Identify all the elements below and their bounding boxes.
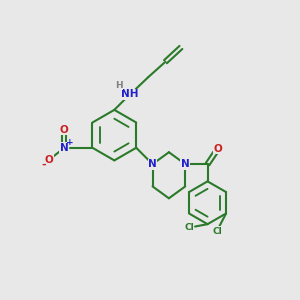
Text: H: H: [115, 81, 122, 90]
Text: O: O: [60, 125, 69, 135]
Text: -: -: [42, 160, 46, 170]
Text: N: N: [148, 159, 157, 169]
Text: N: N: [181, 159, 190, 169]
Text: Cl: Cl: [213, 227, 223, 236]
Text: N: N: [60, 143, 69, 153]
Text: Cl: Cl: [184, 223, 194, 232]
Text: +: +: [66, 138, 74, 147]
Text: O: O: [45, 155, 54, 165]
Text: N: N: [148, 159, 157, 169]
Text: NH: NH: [121, 89, 139, 99]
Text: O: O: [214, 144, 222, 154]
